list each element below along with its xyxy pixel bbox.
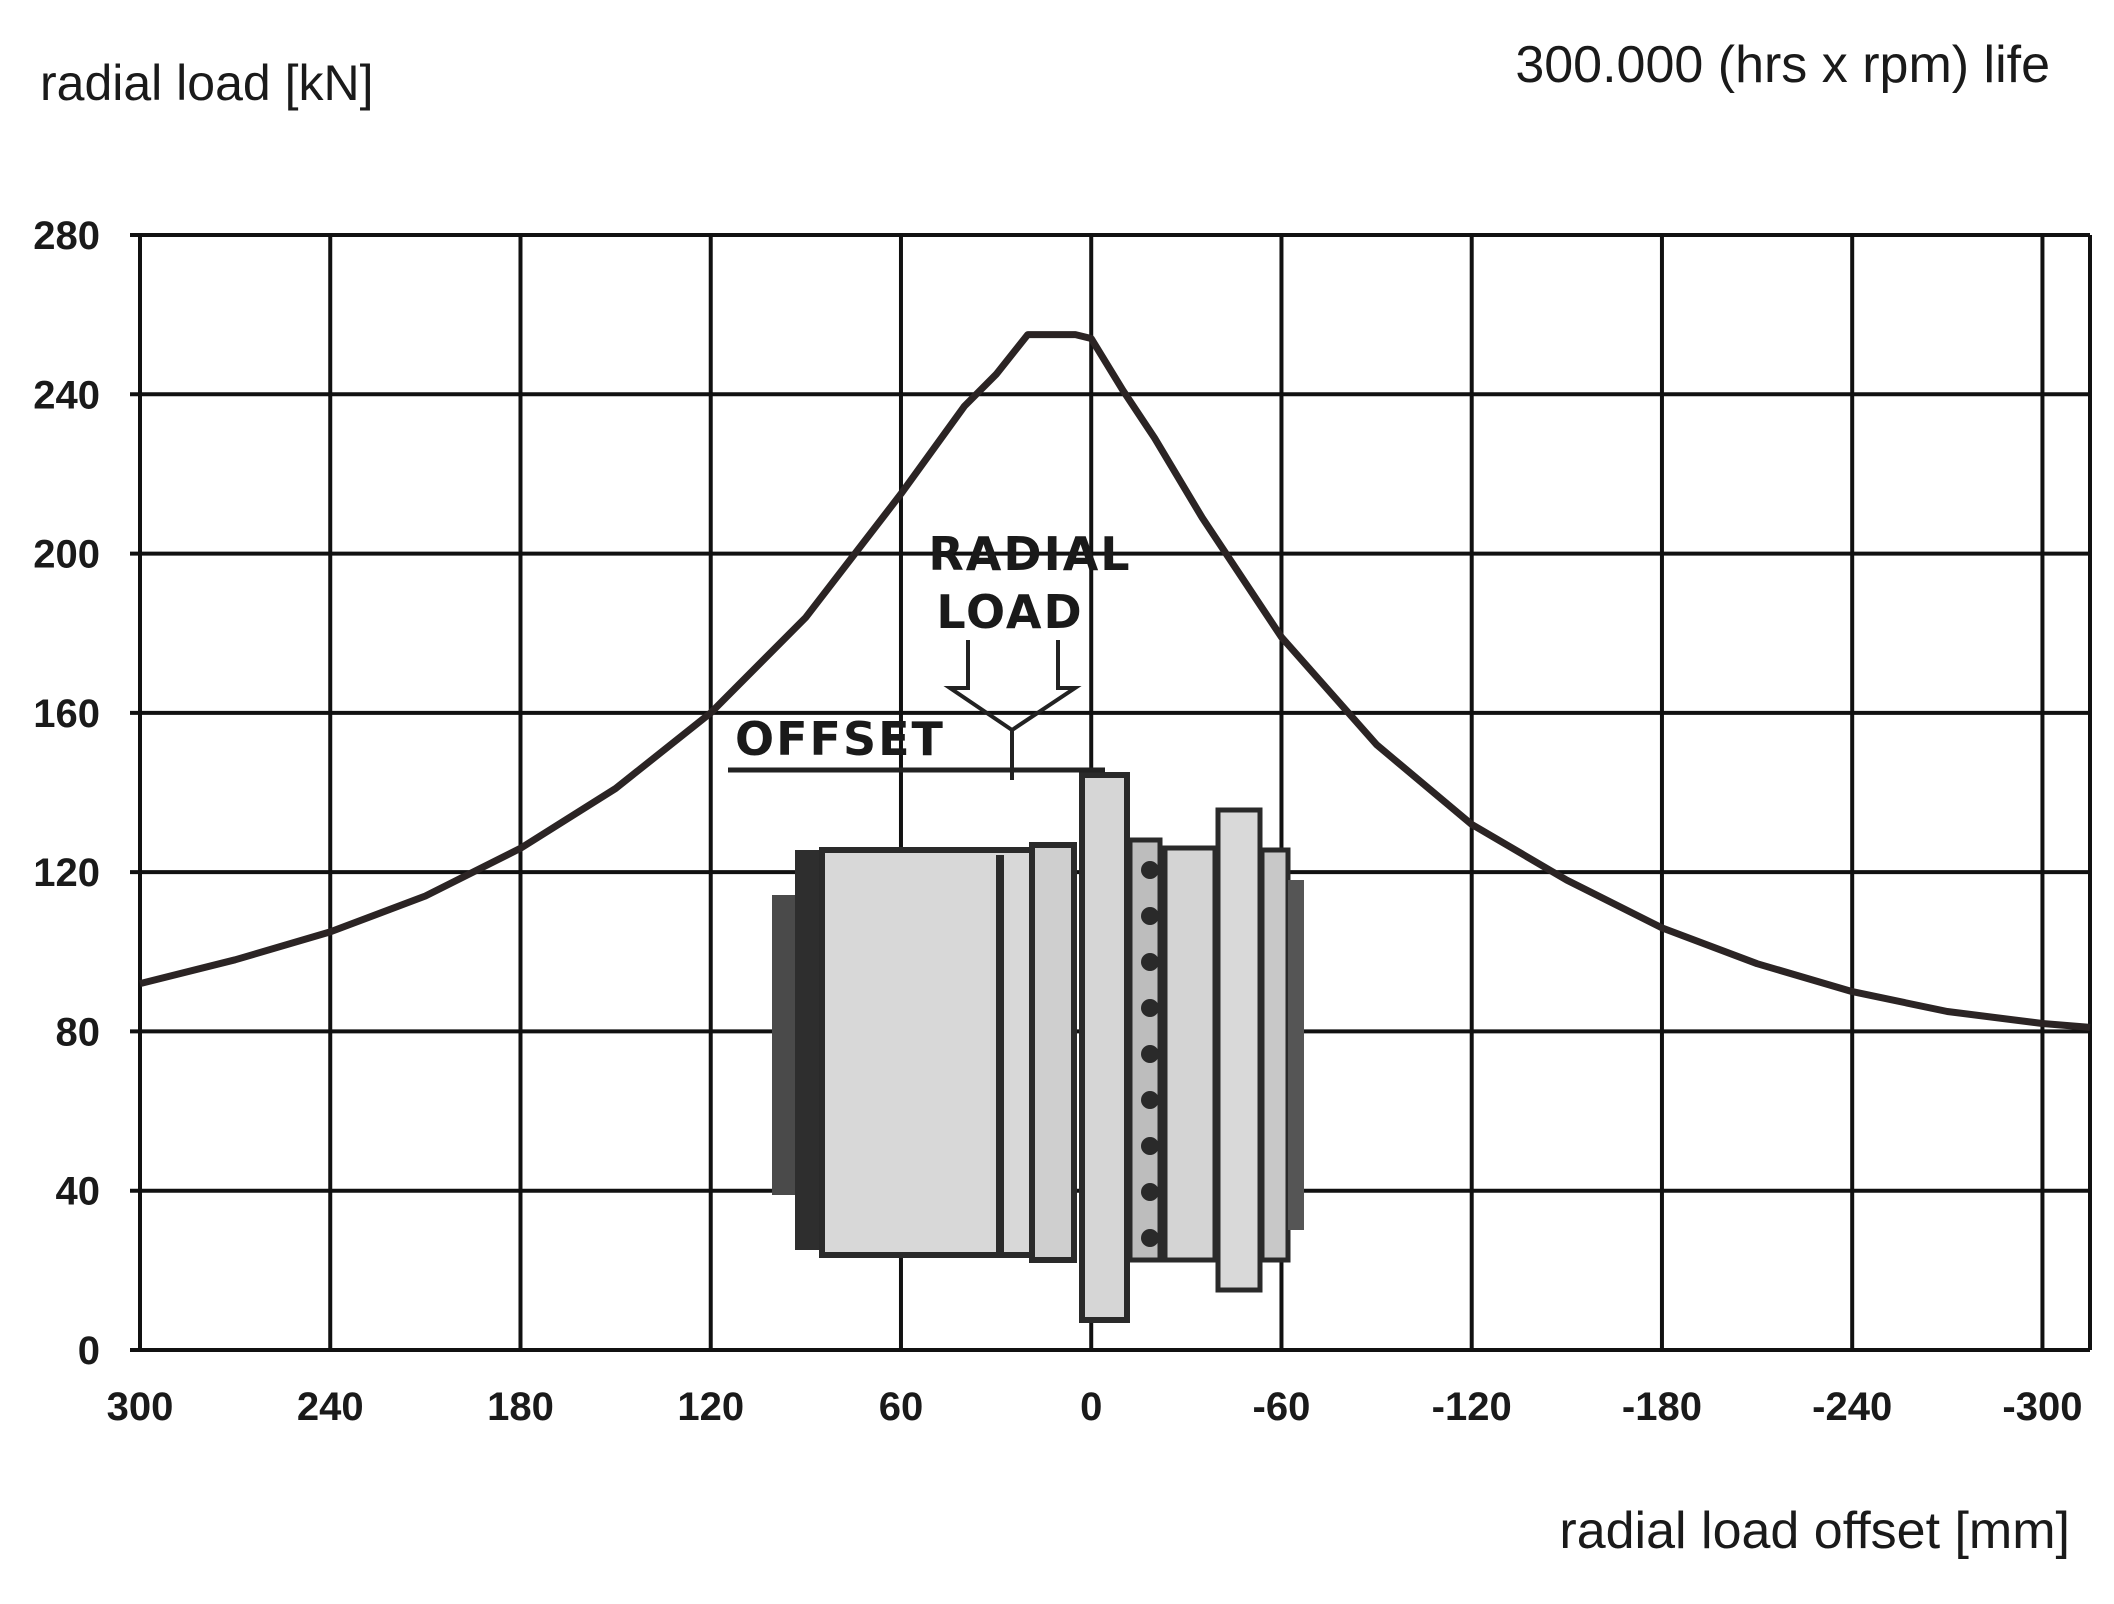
y-axis-title: radial load [kN] <box>40 55 374 111</box>
annotation-offset: OFFSET <box>735 712 945 766</box>
gearbox-output-flange <box>1215 807 1263 1293</box>
y-tick-label: 200 <box>33 533 100 577</box>
x-tick-label: -300 <box>2002 1385 2082 1429</box>
gearbox-bolt <box>1141 1091 1159 1109</box>
y-tick-label: 0 <box>78 1329 100 1373</box>
annotation-load: LOAD <box>936 585 1083 639</box>
y-tick-label: 120 <box>33 851 100 895</box>
life-note: 300.000 (hrs x rpm) life <box>1515 36 2050 94</box>
x-tick-label: 60 <box>879 1385 924 1429</box>
gearbox-hub <box>1162 845 1218 1263</box>
gearbox-bolt <box>1141 1229 1159 1247</box>
gearbox-bolt <box>1141 1045 1159 1063</box>
gearbox-bolt <box>1141 1183 1159 1201</box>
x-tick-label: 120 <box>677 1385 744 1429</box>
series-line <box>139 331 2091 1031</box>
gearbox-mount-flange <box>1079 772 1130 1323</box>
gearbox-bolt <box>1141 953 1159 971</box>
gearbox-output-end <box>1288 880 1304 1230</box>
x-axis-title: radial load offset [mm] <box>1559 1502 2070 1560</box>
y-tick-label: 240 <box>33 373 100 417</box>
y-tick-label: 40 <box>56 1170 101 1214</box>
gearbox-illustration <box>772 772 1304 1323</box>
gearbox-bolt <box>1141 861 1159 879</box>
annotation-radial: RADIAL <box>928 527 1131 581</box>
gearbox-section <box>1029 842 1077 1263</box>
gearbox-bolt <box>1141 907 1159 925</box>
x-tick-label: 0 <box>1080 1385 1102 1429</box>
gearbox-bolt <box>1141 999 1159 1017</box>
x-tick-label: -60 <box>1253 1385 1311 1429</box>
x-tick-label: 300 <box>107 1385 174 1429</box>
y-tick-label: 80 <box>56 1010 101 1054</box>
tick-labels: 300 240 180 120 60 0 -60 -120 -180 -240 -300 0 40 80 1… <box>33 214 2082 1429</box>
x-tick-label: -120 <box>1432 1385 1512 1429</box>
x-tick-label: -180 <box>1622 1385 1702 1429</box>
x-tick-label: -240 <box>1812 1385 1892 1429</box>
gearbox-output-ring <box>1259 847 1291 1263</box>
x-tick-label: 240 <box>297 1385 364 1429</box>
gearbox-band <box>996 855 1004 1255</box>
y-tick-label: 280 <box>33 214 100 258</box>
series-layer <box>139 331 2091 1031</box>
radial-load-arrow <box>943 640 1082 733</box>
x-tick-label: 180 <box>487 1385 554 1429</box>
y-tick-label: 160 <box>33 692 100 736</box>
gearbox-bolt <box>1141 1137 1159 1155</box>
